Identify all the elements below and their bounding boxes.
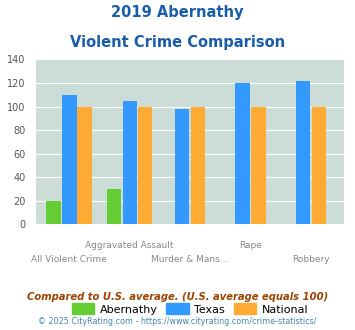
Bar: [312, 107, 326, 224]
Bar: [77, 107, 92, 224]
Text: © 2025 CityRating.com - https://www.cityrating.com/crime-statistics/: © 2025 CityRating.com - https://www.city…: [38, 317, 317, 326]
Bar: [296, 81, 310, 224]
Text: Murder & Mans...: Murder & Mans...: [151, 255, 229, 264]
Bar: [175, 109, 189, 224]
Bar: [107, 189, 121, 224]
Text: Robbery: Robbery: [292, 255, 330, 264]
Text: Compared to U.S. average. (U.S. average equals 100): Compared to U.S. average. (U.S. average …: [27, 292, 328, 302]
Text: Rape: Rape: [239, 241, 262, 250]
Text: 2019 Abernathy: 2019 Abernathy: [111, 5, 244, 20]
Text: All Violent Crime: All Violent Crime: [31, 255, 107, 264]
Legend: Abernathy, Texas, National: Abernathy, Texas, National: [69, 300, 311, 318]
Bar: [47, 201, 61, 224]
Bar: [235, 83, 250, 224]
Bar: [138, 107, 152, 224]
Bar: [123, 101, 137, 224]
Bar: [251, 107, 266, 224]
Bar: [62, 95, 77, 224]
Text: Aggravated Assault: Aggravated Assault: [85, 241, 174, 250]
Text: Violent Crime Comparison: Violent Crime Comparison: [70, 35, 285, 50]
Bar: [191, 107, 205, 224]
